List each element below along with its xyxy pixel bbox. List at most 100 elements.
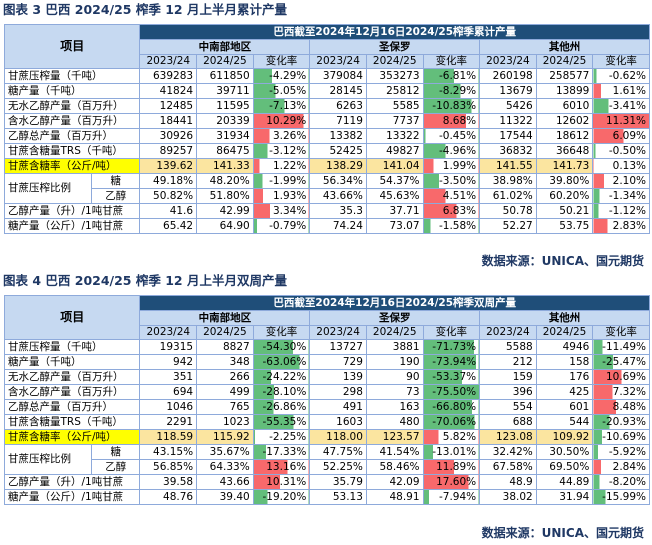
value-cell: 729 [309, 354, 367, 370]
row-label: 甘蔗含糖量TRS（千吨） [3, 143, 141, 159]
value-cell: 7119 [309, 113, 367, 129]
value-cell: 554 [479, 399, 537, 415]
row-sublabel: 糖 [90, 173, 141, 189]
value-cell: 39711 [196, 83, 254, 99]
table-row: 甘蔗含糖量TRS（千吨） 89257 86475 -3.12% 52425 49827 -4… [3, 143, 650, 159]
value-cell: 158 [535, 354, 594, 370]
value-cell: 35.79 [309, 474, 367, 490]
change-rate-cell: 2.83% [592, 218, 650, 234]
region-header: 其他州 [479, 39, 650, 55]
table-row: 乙醇产量（升）/1吨甘蔗 39.58 43.66 10.31% 35.79 42.09 17… [3, 474, 650, 490]
value-cell: 39.80% [535, 173, 594, 189]
table-row: 甘蔗压榨量（千吨） 19315 8827 -54.30% 13727 3881 -71.73… [3, 339, 650, 355]
change-rate-cell: 6.09% [592, 128, 650, 144]
value-cell: 73 [365, 384, 424, 400]
value-cell: 139.62 [139, 158, 198, 174]
value-cell: 56.85% [139, 459, 198, 475]
value-cell: 5588 [479, 339, 537, 355]
change-rate-cell: -0.45% [422, 128, 481, 144]
region-header: 其他州 [479, 310, 650, 326]
row-label: 甘蔗压榨量（千吨） [3, 68, 141, 84]
change-rate-cell: -3.50% [422, 173, 481, 189]
value-cell: 69.50% [535, 459, 594, 475]
row-label: 无水乙醇产量（百万升） [3, 369, 141, 385]
value-cell: 48.76 [139, 489, 198, 505]
value-cell: 86475 [196, 143, 254, 159]
value-cell: 141.04 [365, 158, 424, 174]
value-cell: 35.3 [309, 203, 367, 219]
value-cell: 639283 [139, 68, 198, 84]
figure4-source: 数据来源：UNICA、国元期货 [481, 526, 644, 540]
table-row: 无水乙醇产量（百万升） 12485 11595 -7.13% 6263 5585 -10.8… [3, 98, 650, 114]
value-cell: 39.40 [196, 489, 254, 505]
value-cell: 118.00 [309, 429, 367, 445]
column-header: 变化率 [422, 54, 481, 69]
value-cell: 47.75% [309, 444, 367, 460]
value-cell: 260198 [479, 68, 537, 84]
value-cell: 379084 [309, 68, 367, 84]
table-row: 甘蔗含糖率（公斤/吨） 139.62 141.33 1.22% 138.29 141.04… [3, 158, 650, 174]
change-rate-cell: -7.13% [252, 98, 311, 114]
change-rate-cell: -66.80% [422, 399, 481, 415]
value-cell: 115.92 [196, 429, 254, 445]
change-rate-cell: 8.48% [592, 399, 650, 415]
region-header: 中南部地区 [139, 39, 311, 55]
change-rate-cell: -10.69% [592, 429, 650, 445]
value-cell: 353273 [365, 68, 424, 84]
row-label: 甘蔗含糖量TRS（千吨） [3, 414, 141, 430]
value-cell: 42.09 [365, 474, 424, 490]
value-cell: 61.02% [479, 188, 537, 204]
column-header: 变化率 [422, 325, 481, 340]
value-cell: 212 [479, 354, 537, 370]
value-cell: 141.33 [196, 158, 254, 174]
column-header: 2024/25 [535, 54, 594, 69]
value-cell: 25812 [365, 83, 424, 99]
row-label: 甘蔗含糖率（公斤/吨） [3, 158, 141, 174]
value-cell: 52.27 [479, 218, 537, 234]
change-rate-cell: -8.29% [422, 83, 481, 99]
change-rate-cell: 11.89% [422, 459, 481, 475]
change-rate-cell: 7.32% [592, 384, 650, 400]
change-rate-cell: -3.41% [592, 98, 650, 114]
value-cell: 688 [479, 414, 537, 430]
value-cell: 141.55 [479, 158, 537, 174]
table-row: 含水乙醇产量（百万升） 694 499 -28.10% 298 73 -75.50% 396 4… [3, 384, 650, 400]
change-rate-cell: 11.31% [592, 113, 650, 129]
value-cell: 42.99 [196, 203, 254, 219]
change-rate-cell: -4.96% [422, 143, 481, 159]
value-cell: 41824 [139, 83, 198, 99]
change-rate-cell: -2.25% [252, 429, 311, 445]
change-rate-cell: 1.93% [252, 188, 311, 204]
change-rate-cell: 17.60% [422, 474, 481, 490]
change-rate-cell: 1.99% [422, 158, 481, 174]
value-cell: 65.42 [139, 218, 198, 234]
row-label: 甘蔗压榨比例 [4, 173, 92, 204]
column-header: 2024/25 [196, 54, 254, 69]
change-rate-cell: -53.37% [422, 369, 481, 385]
value-cell: 43.66% [309, 188, 367, 204]
value-cell: 38.98% [479, 173, 537, 189]
region-header: 圣保罗 [309, 39, 481, 55]
value-cell: 31.94 [535, 489, 594, 505]
value-cell: 8827 [196, 339, 254, 355]
figure4-table: 项目 巴西截至2024年12月16日2024/25榨季双周产量 中南部地区 圣保罗 其他… [3, 295, 650, 505]
change-rate-cell: -11.49% [592, 339, 650, 355]
column-header: 变化率 [592, 54, 650, 69]
change-rate-cell: 3.34% [252, 203, 311, 219]
value-cell: 3881 [365, 339, 424, 355]
table-row: 乙醇产量（升）/1吨甘蔗 41.6 42.99 3.34% 35.3 37.71 6.83%… [3, 203, 650, 219]
value-cell: 942 [139, 354, 198, 370]
table-row: 甘蔗压榨量（千吨） 639283 611850 -4.29% 379084 353273-… [3, 68, 650, 84]
change-rate-cell: -5.92% [592, 444, 650, 460]
value-cell: 1603 [309, 414, 367, 430]
value-cell: 163 [365, 399, 424, 415]
figure3-table: 项目 巴西截至2024年12月16日2024/25榨季累计产量 中南部地区 圣保罗 其他… [3, 24, 650, 234]
table-row: 乙醇总产量（百万升） 1046 765 -26.86% 491 163 -66.80% 554… [3, 399, 650, 415]
change-rate-cell: 6.83% [422, 203, 481, 219]
change-rate-cell: -63.06% [252, 354, 311, 370]
column-header: 变化率 [592, 325, 650, 340]
value-cell: 52.25% [309, 459, 367, 475]
value-cell: 176 [535, 369, 594, 385]
column-header: 变化率 [252, 54, 311, 69]
region-header: 圣保罗 [309, 310, 481, 326]
